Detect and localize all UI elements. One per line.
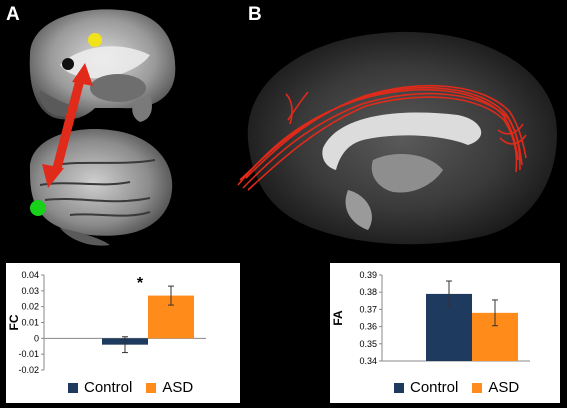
legend-item-control: Control [394, 379, 458, 396]
y-tick-label: 0.38 [359, 287, 377, 297]
legend-item-asd: ASD [146, 379, 193, 396]
fa-bar-chart: 0.39 0.38 0.37 0.36 0.35 0.34 FA Control ASD [330, 263, 560, 403]
y-tick-label: 0.01 [21, 318, 39, 328]
y-tick-label: 0.03 [21, 286, 39, 296]
legend-item-control: Control [68, 379, 132, 396]
y-tick-label: 0.39 [359, 270, 377, 280]
legend-label-control: Control [410, 379, 459, 396]
y-tick-label: 0 [34, 333, 39, 343]
green-seed-marker [30, 200, 46, 216]
panel-label-b: B [248, 4, 262, 25]
fa-chart-svg: 0.39 0.38 0.37 0.36 0.35 0.34 FA [331, 270, 530, 366]
brain-illustration-a [29, 9, 176, 246]
y-axis-label: FA [331, 310, 345, 326]
brain-mri-tractography-b [237, 31, 557, 245]
fc-chart-legend: Control ASD [68, 379, 207, 396]
legend-swatch-asd [472, 382, 483, 393]
legend-label-asd: ASD [488, 379, 520, 396]
y-tick-label: 0.37 [359, 304, 377, 314]
panel-label-a: A [6, 4, 20, 25]
y-tick-label: -0.02 [18, 365, 39, 375]
y-tick-label: 0.04 [21, 270, 39, 280]
fa-chart-legend: Control ASD [394, 379, 533, 396]
sagittal-brain-top [29, 9, 176, 122]
fc-chart-svg: 0.04 0.03 0.02 0.01 0 -0.01 -0.02 FC * [7, 270, 206, 375]
lateral-brain-bottom [29, 129, 173, 246]
y-tick-label: -0.01 [18, 349, 39, 359]
fiber-tract [237, 84, 527, 191]
y-axis-label: FC [7, 314, 21, 330]
yellow-seed-marker [88, 33, 102, 47]
y-tick-label: 0.35 [359, 339, 377, 349]
legend-label-control: Control [84, 379, 133, 396]
y-tick-label: 0.34 [359, 356, 377, 366]
fc-bar-chart: 0.04 0.03 0.02 0.01 0 -0.01 -0.02 FC * Control A… [6, 263, 240, 403]
connection-arrow-icon [42, 63, 93, 188]
legend-swatch-asd [146, 382, 157, 393]
y-tick-label: 0.36 [359, 322, 377, 332]
legend-label-asd: ASD [162, 379, 194, 396]
y-tick-label: 0.02 [21, 302, 39, 312]
legend-item-asd: ASD [472, 379, 519, 396]
legend-swatch-control [68, 382, 78, 393]
legend-swatch-control [394, 382, 404, 393]
significance-asterisk: * [137, 275, 144, 292]
